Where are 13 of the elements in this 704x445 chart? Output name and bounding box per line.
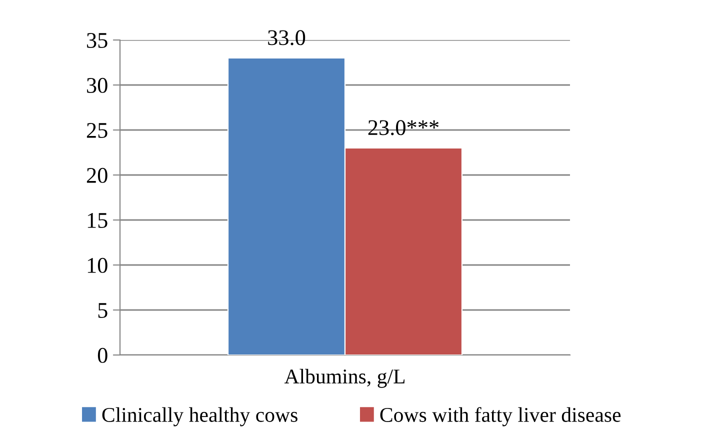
y-tick-label: 10 (88, 258, 108, 273)
y-tick-label: 30 (87, 78, 108, 93)
y-tick-label: 35 (87, 32, 108, 48)
y-tick-label: 5 (98, 303, 108, 318)
legend-label: Clinically healthy cows (102, 407, 298, 426)
x-tick-label: Albumins, g/L (284, 368, 405, 388)
y-tick-label: 25 (86, 122, 108, 138)
y-tick-label: 0 (98, 348, 108, 363)
data-label: 33.0 (268, 30, 306, 46)
legend-label: Cows with fatty liver disease (380, 407, 621, 426)
y-tick-label: 15 (88, 213, 108, 228)
y-tick-label: 20 (86, 168, 108, 183)
data-label: 23.0*** (368, 120, 439, 136)
